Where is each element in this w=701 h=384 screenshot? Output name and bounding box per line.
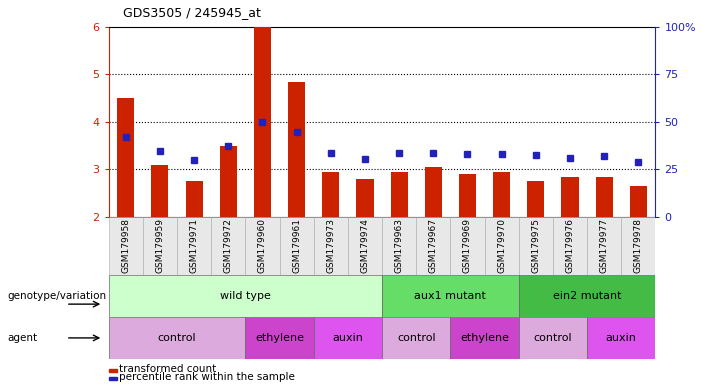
FancyBboxPatch shape	[314, 217, 348, 275]
FancyBboxPatch shape	[416, 217, 451, 275]
Bar	[493, 172, 510, 217]
Bar	[288, 81, 305, 217]
Bar	[629, 186, 647, 217]
Text: GSM179978: GSM179978	[634, 218, 643, 273]
Text: GSM179973: GSM179973	[326, 218, 335, 273]
Text: ein2 mutant: ein2 mutant	[553, 291, 621, 301]
FancyBboxPatch shape	[280, 217, 314, 275]
Text: GSM179969: GSM179969	[463, 218, 472, 273]
Bar	[254, 27, 271, 217]
Text: ethylene: ethylene	[460, 333, 509, 343]
Bar	[109, 317, 245, 359]
Text: GSM179961: GSM179961	[292, 218, 301, 273]
Bar	[245, 317, 314, 359]
Text: GSM179972: GSM179972	[224, 218, 233, 273]
FancyBboxPatch shape	[109, 217, 143, 275]
Text: wild type: wild type	[220, 291, 271, 301]
FancyBboxPatch shape	[348, 217, 382, 275]
Bar	[527, 181, 545, 217]
Text: aux1 mutant: aux1 mutant	[414, 291, 486, 301]
Bar	[519, 317, 587, 359]
Bar	[314, 317, 382, 359]
Bar	[596, 177, 613, 217]
Text: auxin: auxin	[332, 333, 363, 343]
Bar	[451, 317, 519, 359]
Bar	[519, 275, 655, 317]
Text: GSM179967: GSM179967	[429, 218, 438, 273]
FancyBboxPatch shape	[519, 217, 553, 275]
Bar	[390, 172, 408, 217]
FancyBboxPatch shape	[245, 217, 280, 275]
FancyBboxPatch shape	[621, 217, 655, 275]
Bar	[382, 275, 519, 317]
Bar	[587, 317, 655, 359]
FancyBboxPatch shape	[211, 217, 245, 275]
Text: GSM179970: GSM179970	[497, 218, 506, 273]
Bar	[219, 146, 237, 217]
FancyBboxPatch shape	[553, 217, 587, 275]
Bar	[117, 98, 135, 217]
Text: auxin: auxin	[606, 333, 637, 343]
Text: control: control	[397, 333, 435, 343]
Text: transformed count: transformed count	[118, 364, 216, 374]
FancyBboxPatch shape	[177, 217, 211, 275]
FancyBboxPatch shape	[484, 217, 519, 275]
Text: GSM179974: GSM179974	[360, 218, 369, 273]
FancyBboxPatch shape	[451, 217, 484, 275]
Text: GSM179958: GSM179958	[121, 218, 130, 273]
Text: ethylene: ethylene	[255, 333, 304, 343]
FancyBboxPatch shape	[143, 217, 177, 275]
Bar	[425, 167, 442, 217]
Text: agent: agent	[7, 333, 37, 343]
Text: GSM179971: GSM179971	[189, 218, 198, 273]
Text: percentile rank within the sample: percentile rank within the sample	[118, 372, 294, 382]
Bar	[459, 174, 476, 217]
Text: control: control	[533, 333, 572, 343]
Text: GSM179977: GSM179977	[599, 218, 608, 273]
Bar	[109, 275, 382, 317]
Bar	[186, 181, 203, 217]
Text: genotype/variation: genotype/variation	[7, 291, 106, 301]
Text: control: control	[158, 333, 196, 343]
Text: GSM179960: GSM179960	[258, 218, 267, 273]
Bar	[562, 177, 578, 217]
FancyBboxPatch shape	[587, 217, 621, 275]
Bar	[322, 172, 339, 217]
Text: GDS3505 / 245945_at: GDS3505 / 245945_at	[123, 6, 261, 19]
Text: GSM179959: GSM179959	[156, 218, 165, 273]
FancyBboxPatch shape	[382, 217, 416, 275]
Bar	[382, 317, 451, 359]
Text: GSM179976: GSM179976	[566, 218, 575, 273]
Text: GSM179963: GSM179963	[395, 218, 404, 273]
Bar	[356, 179, 374, 217]
Text: GSM179975: GSM179975	[531, 218, 540, 273]
Bar	[151, 165, 168, 217]
